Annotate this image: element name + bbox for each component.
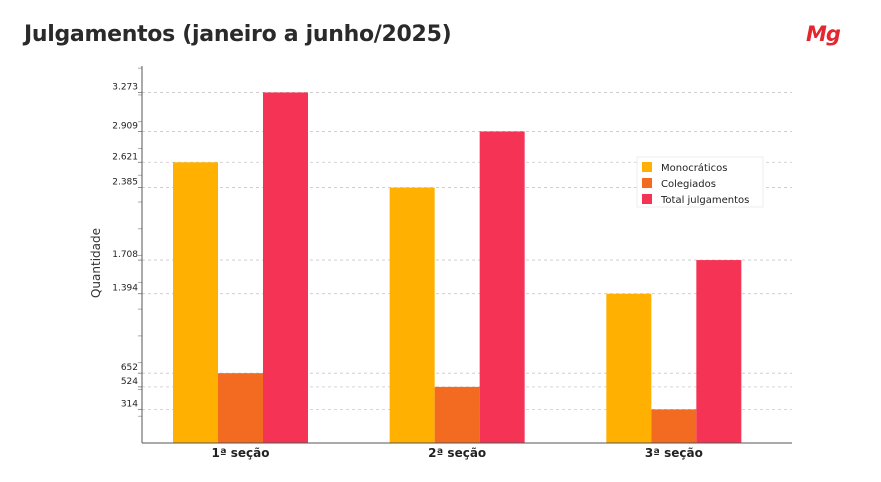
bar-monocráticos [173, 162, 218, 443]
y-tick-label: 2.385 [112, 178, 138, 188]
y-tick-label: 524 [121, 377, 138, 387]
legend-swatch [642, 162, 652, 172]
y-tick-label: 652 [121, 363, 138, 373]
bar-colegiados [651, 409, 697, 443]
legend-box [636, 156, 764, 208]
legend-label: Monocráticos [661, 162, 727, 174]
y-tick-label: 2.621 [112, 152, 138, 162]
bar-total-julgamentos [263, 92, 308, 444]
page-title: Julgamentos (janeiro a junho/2025) [24, 22, 452, 47]
x-tick-label: 1ª seção [211, 446, 269, 460]
brand-logo: Mg [806, 22, 841, 46]
bar-colegiados [434, 386, 480, 443]
bar-monocráticos [606, 293, 652, 443]
x-tick-label: 3ª seção [645, 446, 703, 460]
y-axis-label: Quantidade [89, 228, 103, 298]
y-tick-label: 3.273 [112, 82, 138, 92]
legend-label: Total julgamentos [660, 195, 749, 206]
legend-label: Colegiados [661, 179, 716, 190]
y-tick-label: 1.708 [112, 250, 138, 260]
y-tick-label: 1.394 [112, 284, 138, 294]
bar-total-julgamentos [696, 260, 742, 443]
legend-swatch [642, 194, 652, 204]
bar-total-julgamentos [479, 131, 525, 443]
y-tick-label: 2.909 [112, 121, 138, 131]
bar-colegiados [218, 373, 263, 443]
x-tick-label: 2ª seção [428, 446, 486, 460]
bar-monocráticos [389, 187, 435, 443]
y-tick-label: 314 [121, 399, 138, 409]
legend-swatch [642, 178, 652, 188]
